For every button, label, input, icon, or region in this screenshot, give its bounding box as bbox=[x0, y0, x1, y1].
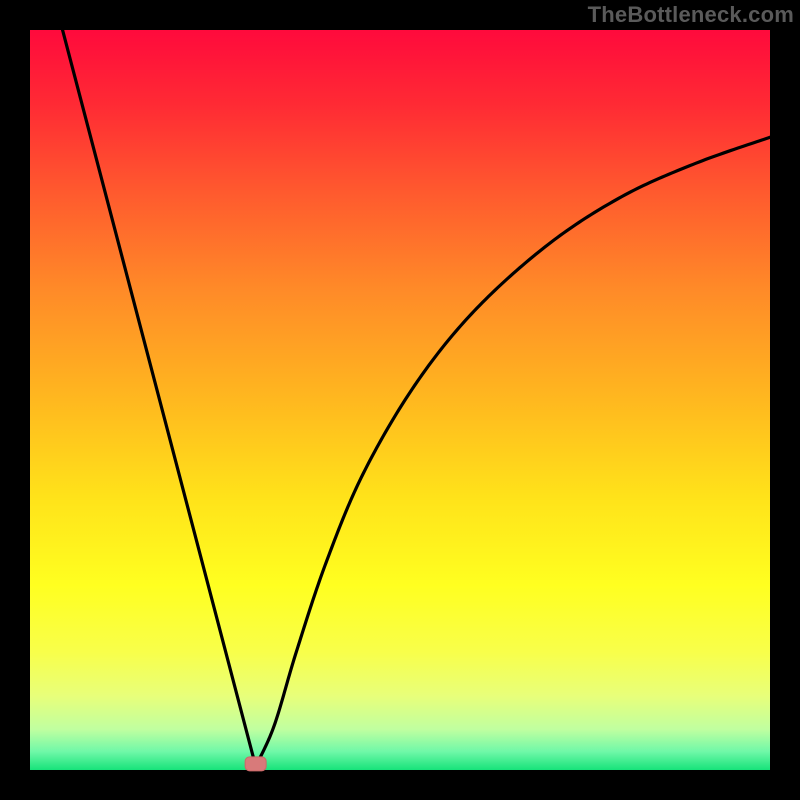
minimum-marker bbox=[244, 756, 267, 771]
bottleneck-curve bbox=[30, 30, 770, 770]
chart-frame: TheBottleneck.com bbox=[0, 0, 800, 800]
plot-area bbox=[30, 30, 770, 770]
watermark-text: TheBottleneck.com bbox=[588, 2, 794, 28]
